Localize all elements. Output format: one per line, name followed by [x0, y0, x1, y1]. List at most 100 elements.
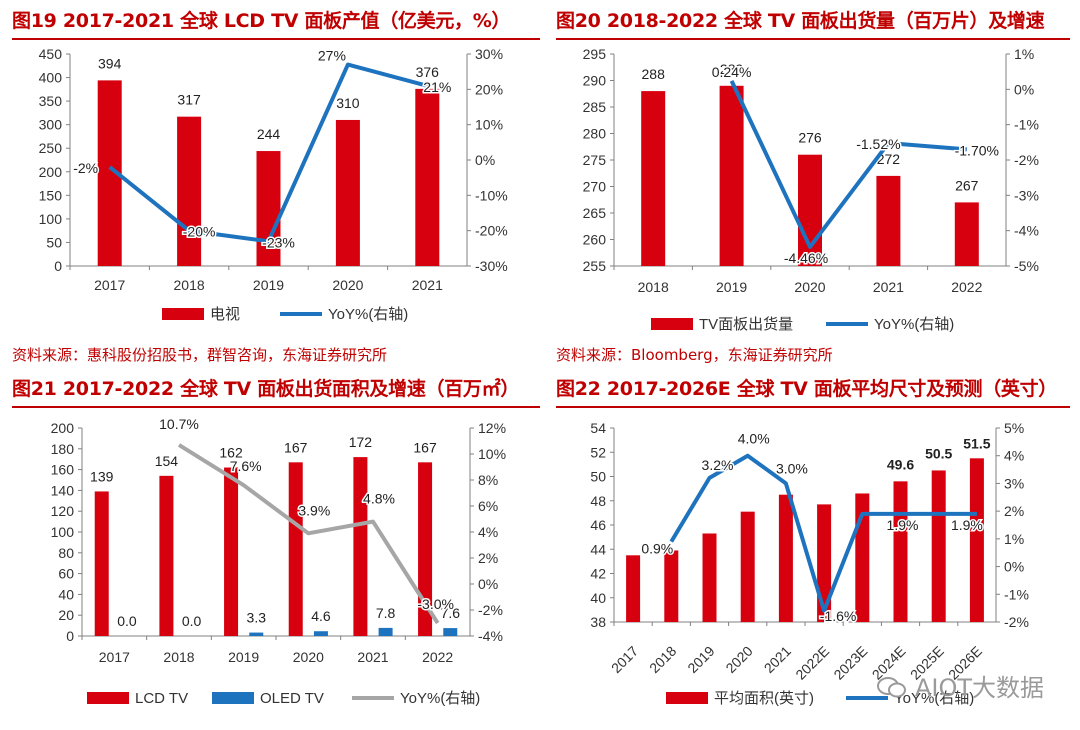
line-data-label: 1.9% [951, 517, 983, 533]
title-rule [556, 406, 1070, 408]
panel-fig20: 图20 2018-2022 全球 TV 面板出货量（百万片）及增速 255 260… [556, 6, 1070, 368]
bar [443, 628, 458, 636]
x-tick-label: 2018 [638, 279, 669, 295]
line-data-label: 21% [423, 79, 451, 95]
data-label: 50.5 [925, 445, 952, 461]
y2-tick-label: -1% [1004, 586, 1029, 602]
y2-tick-label: 5% [1004, 420, 1024, 436]
data-label: 317 [177, 92, 201, 108]
data-label: 172 [349, 434, 373, 450]
y-tick-label: 40 [590, 590, 606, 606]
x-tick-label: 2017 [99, 649, 130, 665]
legend-label: YoY%(右轴) [894, 690, 974, 707]
bar [177, 116, 202, 266]
line-data-label: -3.0% [417, 596, 454, 612]
y-tick-label: 450 [39, 46, 63, 62]
bar [626, 555, 641, 622]
data-label: 51.5 [963, 435, 990, 451]
y-tick-label: 120 [51, 503, 75, 519]
legend-label: 电视 [210, 306, 240, 323]
y-tick-label: 285 [583, 99, 607, 115]
data-label: 139 [90, 468, 114, 484]
y-tick-label: 60 [58, 566, 74, 582]
line-data-label: 7.6% [230, 458, 262, 474]
y-tick-label: 20 [58, 607, 74, 623]
line-data-label: -23% [262, 234, 295, 250]
bar [778, 494, 793, 622]
data-label: 310 [336, 95, 360, 111]
x-tick-label: 2020 [722, 643, 755, 676]
y2-tick-label: 1% [1014, 46, 1034, 62]
bar [418, 462, 433, 636]
line-data-label: 3.2% [702, 457, 734, 473]
y-tick-label: 350 [39, 93, 63, 109]
bar [893, 481, 908, 622]
x-tick-label: 2021 [873, 279, 904, 295]
y-tick-label: 160 [51, 462, 75, 478]
legend-swatch [212, 692, 254, 704]
y2-tick-label: 8% [478, 472, 498, 488]
y-tick-label: 200 [39, 164, 63, 180]
data-label: 0.0 [117, 613, 137, 629]
x-tick-label: 2022 [422, 649, 453, 665]
y2-tick-label: 0% [475, 152, 495, 168]
data-label: 154 [155, 453, 179, 469]
bar [256, 151, 281, 266]
y-tick-label: 275 [583, 152, 607, 168]
y-tick-label: 48 [590, 493, 606, 509]
data-label: 288 [642, 66, 666, 82]
y2-tick-label: 2% [478, 550, 498, 566]
bar [931, 470, 946, 622]
y2-tick-label: -5% [1014, 258, 1039, 274]
bar [249, 632, 264, 636]
y-tick-label: 38 [590, 614, 606, 630]
y2-tick-label: -4% [1014, 223, 1039, 239]
panel-fig22: 图22 2017-2026E 全球 TV 面板平均尺寸及预测（英寸） 38 40 4… [556, 374, 1070, 724]
x-tick-label: 2021 [357, 649, 388, 665]
y-tick-label: 0 [66, 628, 74, 644]
y2-tick-label: 20% [475, 81, 503, 97]
y2-tick-label: 6% [478, 498, 498, 514]
watermark-text: AIOT大数据 [914, 674, 1044, 702]
bar [740, 511, 755, 622]
x-tick-label: 2019 [684, 643, 717, 676]
figure-title: 图20 2018-2022 全球 TV 面板出货量（百万片）及增速 [556, 10, 1045, 32]
data-label: 244 [257, 126, 281, 142]
x-tick-label: 2023E [830, 643, 870, 683]
y-tick-label: 50 [46, 234, 62, 250]
y2-tick-label: -1% [1014, 117, 1039, 133]
data-label: 267 [955, 177, 979, 193]
data-label: 289 [720, 61, 744, 77]
line-data-label: 10.7% [159, 416, 199, 432]
watermark: AIOT大数据 [876, 668, 1044, 703]
bar [94, 491, 109, 636]
data-label: 272 [877, 151, 901, 167]
y-tick-label: 46 [590, 517, 606, 533]
y-tick-label: 400 [39, 70, 63, 86]
chart-fig20: 255260265270275280285290295-5%-4%-3%-2%-… [583, 46, 1039, 333]
y2-tick-label: -2% [478, 602, 503, 618]
y2-tick-label: -10% [475, 187, 508, 203]
x-tick-label: 2017 [608, 643, 641, 676]
x-tick-label: 2020 [293, 649, 324, 665]
x-tick-label: 2022 [951, 279, 982, 295]
data-label: 0.0 [182, 613, 202, 629]
data-label: 7.6 [441, 605, 461, 621]
legend-label: LCD TV [135, 690, 188, 707]
y-tick-label: 42 [590, 566, 606, 582]
bar [224, 467, 239, 636]
y2-tick-label: 12% [478, 420, 506, 436]
legend-label: 平均面积(英寸) [714, 689, 814, 707]
y2-tick-label: 30% [475, 46, 503, 62]
legend-label: YoY%(右轴) [400, 690, 480, 707]
y-tick-label: 44 [590, 541, 606, 557]
bar [353, 457, 368, 636]
x-tick-label: 2022E [792, 643, 832, 683]
yoy-line [108, 62, 428, 244]
y-tick-label: 0 [54, 258, 62, 274]
data-label: 7.8 [376, 605, 396, 621]
y2-tick-label: 0% [478, 576, 498, 592]
data-label: 162 [219, 445, 243, 461]
y-tick-label: 100 [39, 211, 63, 227]
x-tick-label: 2018 [646, 643, 679, 676]
